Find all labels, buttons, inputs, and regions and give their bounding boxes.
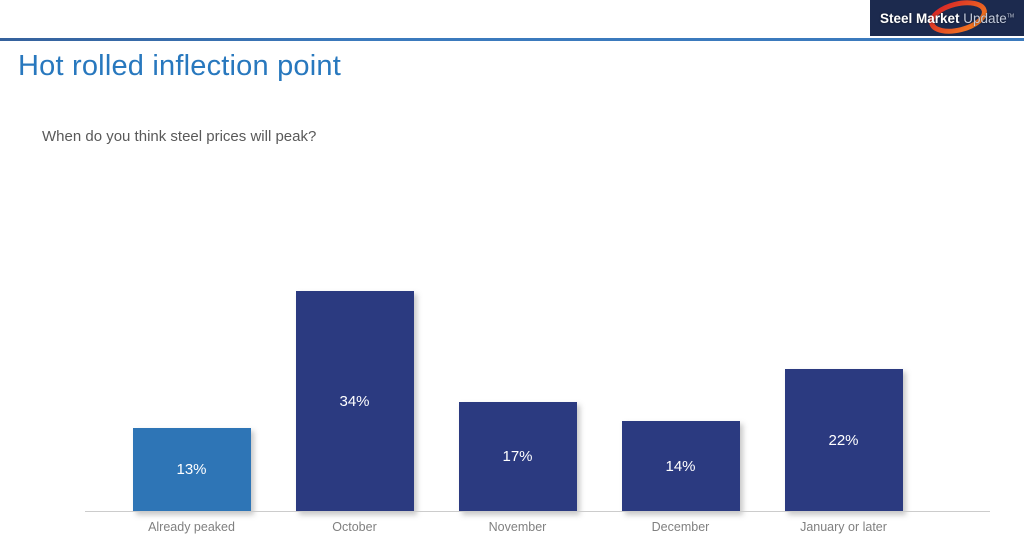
x-axis-label: December (651, 520, 710, 534)
x-axis-label: November (488, 520, 547, 534)
page-title: Hot rolled inflection point (18, 50, 341, 82)
bar-column: 14% December (599, 250, 762, 534)
bar-october: 34% (295, 291, 414, 512)
bar-value-label: 22% (828, 432, 859, 449)
logo-text-light: Update (963, 10, 1007, 26)
logo-text-bold: Steel Market (879, 10, 960, 26)
bar-value-label: 14% (665, 458, 696, 475)
logo: Steel Market UpdateTM (870, 0, 1024, 36)
header-divider (0, 38, 1024, 41)
bar-value-label: 17% (502, 448, 533, 466)
x-axis-label: Already peaked (148, 520, 235, 534)
x-axis-label: October (332, 520, 377, 534)
bar-column: 13% Already peaked (110, 250, 273, 534)
bar-column: 17% November (436, 250, 599, 534)
logo-text: Steel Market UpdateTM (880, 11, 1014, 26)
chart-question: When do you think steel prices will peak… (42, 128, 317, 145)
bars-container: 13% Already peaked 34% October 17% November 14… (110, 250, 925, 534)
bar-column: 22% January or later (762, 250, 925, 534)
x-axis-line (85, 511, 990, 512)
bar-column: 34% October (273, 250, 436, 534)
bar-january-or-later: 22% (784, 369, 903, 512)
bar-value-label: 13% (176, 461, 207, 479)
header: Steel Market UpdateTM (0, 0, 1024, 38)
bar-december: 14% (621, 421, 740, 512)
bar-value-label: 34% (339, 393, 370, 410)
bar-november: 17% (458, 401, 577, 512)
x-axis-label: January or later (800, 520, 887, 534)
logo-swoosh-icon (929, 0, 987, 34)
logo-trademark: TM (1006, 13, 1015, 19)
bar-chart: 13% Already peaked 34% October 17% November 14… (85, 250, 990, 534)
bar-already-peaked: 13% (132, 427, 251, 512)
